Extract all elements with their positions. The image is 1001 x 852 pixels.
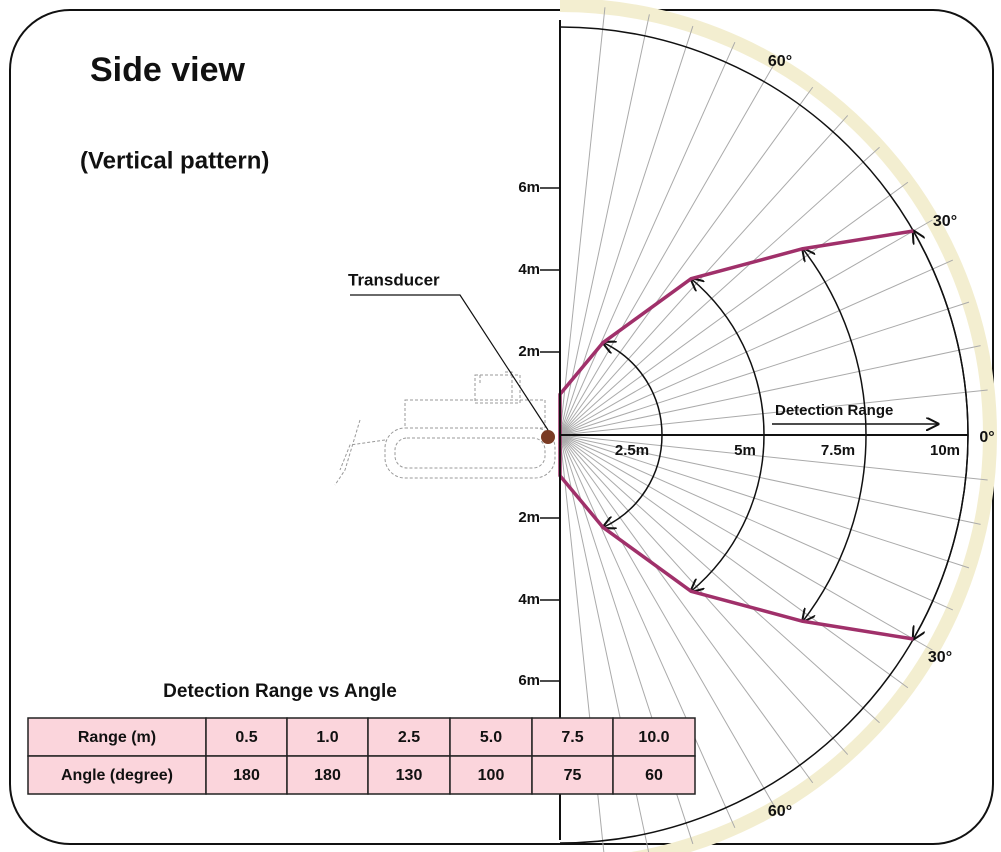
angle-label: 60° xyxy=(768,803,792,820)
table-text: 5.0 xyxy=(480,729,502,746)
table: Range (m) 0.5 1.0 2.5 5.0 7.5 10.0 Angle (degre… xyxy=(27,717,696,795)
y-axis-label: 6m xyxy=(518,672,540,689)
table-cell xyxy=(286,755,369,795)
angle-label: 60° xyxy=(768,53,792,70)
y-axis-label: 4m xyxy=(518,591,540,608)
x-axis-label: 10m xyxy=(930,442,960,459)
y-axis-label: 4m xyxy=(518,261,540,278)
table-text: 0.5 xyxy=(235,729,257,746)
transducer xyxy=(541,430,555,444)
radial-line xyxy=(559,389,988,436)
subtitle: (Vertical pattern) xyxy=(80,147,269,174)
radial-line xyxy=(559,62,776,436)
radial-line xyxy=(559,434,736,829)
radial-line xyxy=(559,25,694,436)
radial-line xyxy=(559,434,954,611)
table-cell xyxy=(449,755,533,795)
table-cell xyxy=(286,717,369,757)
title: Side view xyxy=(90,51,246,89)
range-label: Detection Range xyxy=(775,402,893,419)
radial-line xyxy=(559,219,933,436)
y-axis-label: 6m xyxy=(518,179,540,196)
radial-line xyxy=(559,41,736,436)
radial-line xyxy=(559,7,606,436)
radial-line xyxy=(559,434,909,689)
radial-line xyxy=(559,434,776,808)
table-text: 7.5 xyxy=(561,729,583,746)
angle-label: 0° xyxy=(979,429,994,446)
x-axis-label: 7.5m xyxy=(821,442,855,459)
table-cell xyxy=(367,755,451,795)
table-text: 130 xyxy=(396,767,423,784)
table-text: 60 xyxy=(645,767,663,784)
table-cell xyxy=(531,755,614,795)
table-text: 180 xyxy=(233,767,260,784)
table-cell xyxy=(612,755,696,795)
table-cell xyxy=(27,755,207,795)
x-axis-label: 2.5m xyxy=(615,442,649,459)
outer-arc xyxy=(559,0,997,852)
table-text: 10.0 xyxy=(638,729,669,746)
radial-line xyxy=(559,181,909,436)
x-axis-label: 5m xyxy=(734,442,756,459)
table-cell xyxy=(205,717,288,757)
angle-label: 30° xyxy=(933,213,957,230)
radial-line xyxy=(559,434,970,569)
radial-line xyxy=(559,434,981,525)
labels: 6m 4m 2m 2m 4m 6m 2.5m 5m 7.5m 10m 60° 30° 0° 30° 60° xyxy=(518,53,994,820)
table-text: 100 xyxy=(478,767,505,784)
bulldozer xyxy=(334,371,556,486)
table-text: 1.0 xyxy=(316,729,338,746)
transducer-label: Transducer xyxy=(348,270,440,289)
radial-line xyxy=(559,146,880,436)
table-text: Angle (degree) xyxy=(61,767,173,784)
radial-line xyxy=(559,14,650,436)
radial-line xyxy=(559,301,970,436)
table-text: 180 xyxy=(314,767,341,784)
y-axis-label: 2m xyxy=(518,343,540,360)
table-text: 2.5 xyxy=(398,729,420,746)
angle-label: 30° xyxy=(928,649,952,666)
y-axis-label: 2m xyxy=(518,509,540,526)
radial-line xyxy=(559,345,981,436)
radial-line xyxy=(559,86,814,436)
radial-line xyxy=(559,434,933,651)
radial-line xyxy=(559,434,880,724)
table-text: Range (m) xyxy=(78,729,156,746)
table-text: 75 xyxy=(564,767,582,784)
table-title: Detection Range vs Angle xyxy=(163,681,397,702)
radial-line xyxy=(559,259,954,436)
leader-line xyxy=(350,294,549,431)
